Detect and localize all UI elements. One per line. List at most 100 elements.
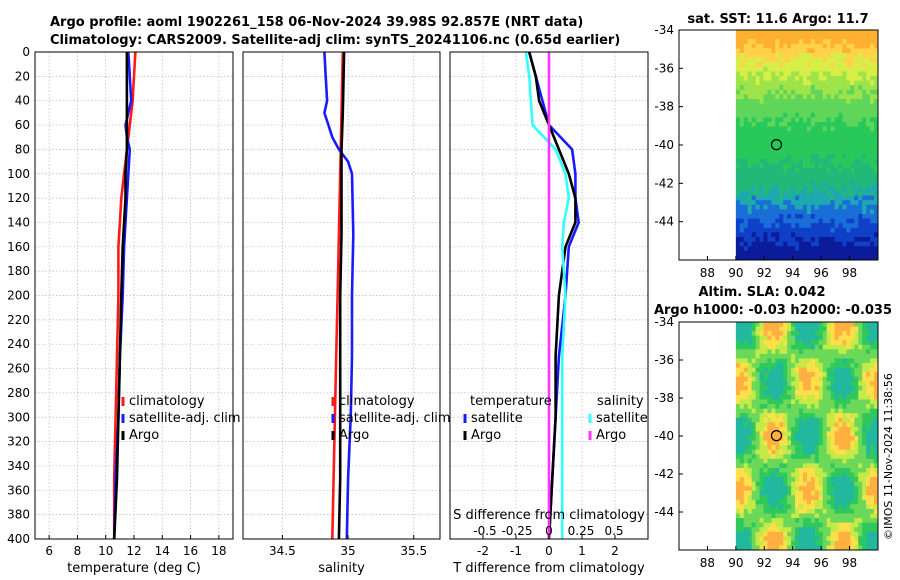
sla-map-cell bbox=[743, 522, 749, 528]
sst-map-cell bbox=[862, 214, 867, 220]
sst-map-cell bbox=[791, 200, 796, 206]
sla-map-cell bbox=[806, 504, 812, 510]
sst-map-cell bbox=[866, 34, 871, 40]
sst-map-cell bbox=[771, 145, 776, 151]
sst-map-cell bbox=[826, 163, 832, 169]
sst-map-cell bbox=[739, 191, 745, 197]
sla-map-cell bbox=[838, 376, 843, 382]
sla-map-cell bbox=[787, 540, 792, 546]
sla-map-cell bbox=[767, 404, 772, 410]
sla-map-cell bbox=[862, 486, 867, 492]
sst-map-cell bbox=[751, 112, 757, 118]
sla-map-cell bbox=[862, 358, 867, 364]
sst-map-cell bbox=[862, 89, 867, 95]
sst-map-cell bbox=[771, 48, 776, 54]
sst-map-cell bbox=[779, 172, 784, 178]
sst-map-cell bbox=[874, 71, 879, 77]
sla-map-cell bbox=[775, 490, 780, 496]
sla-map-cell bbox=[755, 404, 761, 410]
sst-map-cell bbox=[866, 227, 871, 233]
sst-map-cell bbox=[810, 163, 816, 169]
sst-map-cell bbox=[763, 43, 768, 49]
sst-map-cell bbox=[814, 200, 820, 206]
temperature-profile-ytick-label: 180 bbox=[7, 264, 30, 278]
sst-map-cell bbox=[846, 112, 851, 118]
sla-map-cell bbox=[791, 540, 796, 546]
sla-map-cell bbox=[846, 322, 851, 328]
sst-map-cell bbox=[822, 53, 828, 59]
sst-map-cell bbox=[759, 76, 764, 82]
sst-map-cell bbox=[771, 214, 776, 220]
sla-map-cell bbox=[763, 404, 768, 410]
sst-map-cell bbox=[846, 117, 851, 123]
sst-map-cell bbox=[818, 76, 824, 82]
sst-map-cell bbox=[767, 80, 772, 86]
sla-map-cell bbox=[755, 486, 761, 492]
sst-map-cell bbox=[810, 237, 816, 243]
sla-map-cell bbox=[763, 490, 768, 496]
sst-map-cell bbox=[787, 57, 792, 63]
sla-map-cell bbox=[747, 385, 753, 391]
sla-map-cell bbox=[767, 467, 772, 473]
sla-map-cell bbox=[870, 436, 875, 442]
sla-map-cell bbox=[795, 408, 800, 414]
sla-map-cell bbox=[759, 463, 764, 469]
sst-map-cell bbox=[743, 71, 749, 77]
sla-map-cell bbox=[783, 367, 788, 373]
sst-map-cell bbox=[739, 149, 745, 155]
sla-map-cell bbox=[842, 331, 847, 337]
sst-map-cell bbox=[810, 80, 816, 86]
sla-map-cell bbox=[795, 367, 800, 373]
sst-map-cell bbox=[743, 163, 749, 169]
sla-map-cell bbox=[775, 408, 780, 414]
sla-map-cell bbox=[814, 454, 820, 460]
sla-map-cell bbox=[806, 508, 812, 515]
sst-map-cell bbox=[763, 168, 768, 174]
sla-map-cell bbox=[787, 527, 792, 533]
sla-map-cell bbox=[854, 367, 859, 373]
sst-map-cell bbox=[775, 53, 780, 59]
sst-map-cell bbox=[818, 204, 824, 210]
sla-map-cell bbox=[838, 394, 843, 401]
sst-map-cell bbox=[755, 149, 761, 155]
sst-map-cell bbox=[838, 195, 843, 201]
sla-map-cell bbox=[791, 463, 796, 469]
sst-map-cell bbox=[799, 232, 804, 238]
sst-map-cell bbox=[795, 66, 800, 72]
sst-map-cell bbox=[826, 112, 832, 118]
sla-map-cell bbox=[779, 536, 784, 542]
sla-map-cell bbox=[818, 436, 824, 442]
legend-label: Argo bbox=[129, 428, 159, 443]
sla-map-cell bbox=[795, 477, 800, 483]
sst-map-cell bbox=[866, 126, 871, 132]
sst-map-cell bbox=[787, 39, 792, 45]
sla-map-cell bbox=[802, 518, 808, 524]
sla-map-cell bbox=[787, 472, 792, 478]
sst-map-cell bbox=[870, 237, 875, 243]
sla-map-cell bbox=[822, 340, 828, 346]
sst-map-cell bbox=[775, 112, 780, 118]
sst-map-cell bbox=[747, 209, 753, 215]
sla-map-cell bbox=[866, 417, 871, 423]
sla-map-cell bbox=[838, 531, 843, 537]
sst-map-cell bbox=[771, 43, 776, 49]
sla-map-cell bbox=[739, 536, 745, 542]
sst-map-cell bbox=[775, 43, 780, 49]
sla-map-cell bbox=[822, 344, 828, 350]
sla-map-cell bbox=[818, 513, 824, 519]
sla-map-cell bbox=[755, 363, 761, 369]
sst-map-cell bbox=[806, 237, 812, 243]
sst-map-cell bbox=[826, 103, 832, 109]
sst-map-cell bbox=[862, 71, 867, 77]
sla-map-cell bbox=[751, 353, 757, 359]
sst-map-cell bbox=[870, 195, 875, 201]
sla-map-cell bbox=[771, 404, 776, 410]
sla-map-cell bbox=[751, 499, 757, 505]
sst-map-cell bbox=[735, 126, 741, 132]
sla-map-cell bbox=[779, 527, 784, 533]
sla-map-cell bbox=[743, 404, 749, 410]
sla-map-cell bbox=[739, 408, 745, 414]
sla-map-xtick-label: 96 bbox=[814, 556, 829, 570]
sst-map-cell bbox=[783, 246, 788, 252]
sla-map-cell bbox=[763, 340, 768, 346]
